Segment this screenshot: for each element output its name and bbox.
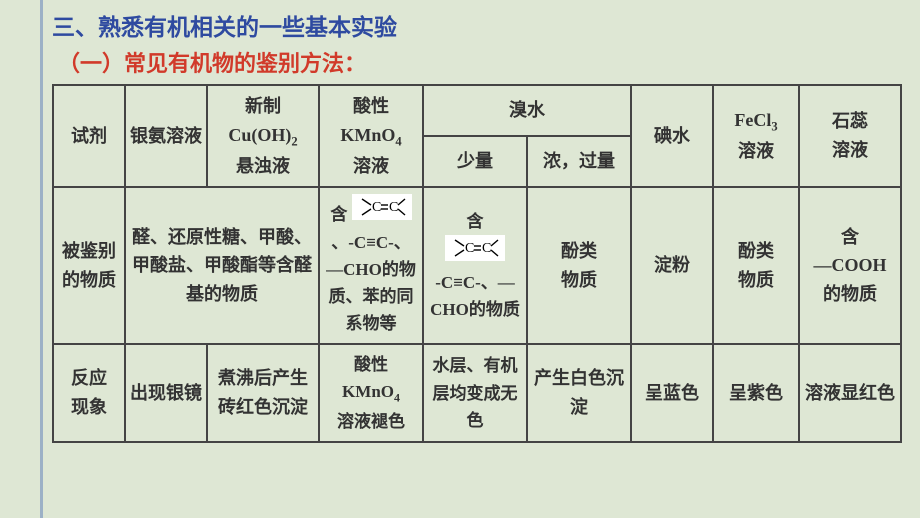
cell-kmno4-fade: 酸性 KMnO4 溶液褪色 <box>319 344 423 442</box>
hdr-fecl3-formula: FeCl <box>734 110 771 130</box>
hdr-fecl3-l2: 溶液 <box>738 141 774 161</box>
row2-label-l1: 反应 <box>71 368 107 388</box>
row1-label-l2: 的物质 <box>62 270 116 290</box>
row2-label-l2: 现象 <box>71 397 107 417</box>
cell-aldehyde-group: 醛、还原性糖、甲酸、甲酸盐、甲酸酯等含醛基的物质 <box>125 187 319 344</box>
hdr-bromine-small: 少量 <box>423 136 527 187</box>
hdr-fecl3-sub: 3 <box>771 120 777 134</box>
cell-c3-pre: 含 <box>330 205 347 224</box>
hdr-bromine-water: 溴水 <box>423 85 631 136</box>
cell-bromine-small-substance: 含 C C -C≡C-、—CHO的物质 <box>423 187 527 344</box>
hdr-fecl3: FeCl3 溶液 <box>713 85 799 187</box>
cell-kmno4-substance: 含 C C 、-C≡C-、 —CHO的物质、苯的同系物等 <box>319 187 423 344</box>
hdr-kmno4-formula: KMnO <box>340 125 395 145</box>
hdr-bromine-excess: 浓，过量 <box>527 136 631 187</box>
row1-label: 被鉴别 的物质 <box>53 187 125 344</box>
row1-label-l1: 被鉴别 <box>62 241 116 261</box>
row-substance: 被鉴别 的物质 醛、还原性糖、甲酸、甲酸盐、甲酸酯等含醛基的物质 含 C C <box>53 187 901 344</box>
hdr-cuoh2-l3: 悬浊液 <box>236 156 290 176</box>
cell-silver-mirror: 出现银镜 <box>125 344 207 442</box>
cell-phenol-1: 酚类 物质 <box>527 187 631 344</box>
hdr-iodine-water: 碘水 <box>631 85 713 187</box>
hdr-litmus-l2: 溶液 <box>832 140 868 160</box>
cell-c7-l1: 含 <box>841 227 859 247</box>
row2-label: 反应 现象 <box>53 344 125 442</box>
hdr-cuoh2-sub: 2 <box>291 134 297 148</box>
identification-table: 试剂 银氨溶液 新制 Cu(OH)2 悬浊液 酸性 KMnO4 溶液 溴水 碘水… <box>52 84 902 443</box>
hdr-reagent: 试剂 <box>53 85 125 187</box>
cell-c6-l2: 物质 <box>738 270 774 290</box>
cell-r2c3-sub: 4 <box>394 391 400 405</box>
svg-text:C: C <box>372 200 381 215</box>
hdr-cuoh2-l1: 新制 <box>245 96 281 116</box>
cell-red: 溶液显红色 <box>799 344 901 442</box>
cell-c4b-l1: 酚类 <box>561 241 597 261</box>
cell-layers-colorless: 水层、有机层均变成无色 <box>423 344 527 442</box>
cell-c7-l2: —COOH <box>813 255 886 275</box>
section-heading-3: 三、熟悉有机相关的一些基本实验 <box>52 8 902 42</box>
cell-c4b-l2: 物质 <box>561 270 597 290</box>
cell-r2c3-l3: 溶液褪色 <box>337 412 405 431</box>
cell-r2c3-l1: 酸性 <box>354 355 388 374</box>
hdr-kmno4: 酸性 KMnO4 溶液 <box>319 85 423 187</box>
hdr-silver-ammonia: 银氨溶液 <box>125 85 207 187</box>
header-row-1: 试剂 银氨溶液 新制 Cu(OH)2 悬浊液 酸性 KMnO4 溶液 溴水 碘水… <box>53 85 901 136</box>
cell-blue: 呈蓝色 <box>631 344 713 442</box>
svg-text:C: C <box>465 241 474 256</box>
svg-text:C: C <box>482 241 491 256</box>
slide-content: 三、熟悉有机相关的一些基本实验 （一）常见有机物的鉴别方法： 试剂 银氨溶液 新… <box>0 0 920 443</box>
double-bond-icon: C C <box>352 194 412 220</box>
hdr-cuoh2-formula: Cu(OH) <box>228 125 291 145</box>
cell-starch: 淀粉 <box>631 187 713 344</box>
cell-r2c3-formula: KMnO <box>342 382 394 401</box>
hdr-cuoh2: 新制 Cu(OH)2 悬浊液 <box>207 85 319 187</box>
cell-purple: 呈紫色 <box>713 344 799 442</box>
cell-c4a-pre: 含 <box>467 212 484 231</box>
section-heading-4: （一）常见有机物的鉴别方法： <box>58 46 902 78</box>
cell-c3-l3: —CHO的物质、苯的同系物等 <box>326 260 416 333</box>
hdr-kmno4-l1: 酸性 <box>353 96 389 116</box>
cell-c7-l3: 的物质 <box>823 284 877 304</box>
cell-brick-red: 煮沸后产生砖红色沉淀 <box>207 344 319 442</box>
cell-white-precip: 产生白色沉淀 <box>527 344 631 442</box>
cell-phenol-2: 酚类 物质 <box>713 187 799 344</box>
hdr-litmus: 石蕊 溶液 <box>799 85 901 187</box>
cell-c6-l1: 酚类 <box>738 241 774 261</box>
double-bond-icon-2: C C <box>445 235 505 261</box>
cell-cooh: 含 —COOH 的物质 <box>799 187 901 344</box>
svg-text:C: C <box>389 200 398 215</box>
cell-c4a-l2: -C≡C-、—CHO的物质 <box>430 273 520 319</box>
cell-c3-l2: 、-C≡C-、 <box>331 233 411 252</box>
vertical-rule <box>40 0 43 518</box>
hdr-kmno4-sub: 4 <box>395 134 401 148</box>
row-phenomenon: 反应 现象 出现银镜 煮沸后产生砖红色沉淀 酸性 KMnO4 溶液褪色 水层、有… <box>53 344 901 442</box>
hdr-litmus-l1: 石蕊 <box>832 111 868 131</box>
hdr-kmno4-l3: 溶液 <box>353 156 389 176</box>
